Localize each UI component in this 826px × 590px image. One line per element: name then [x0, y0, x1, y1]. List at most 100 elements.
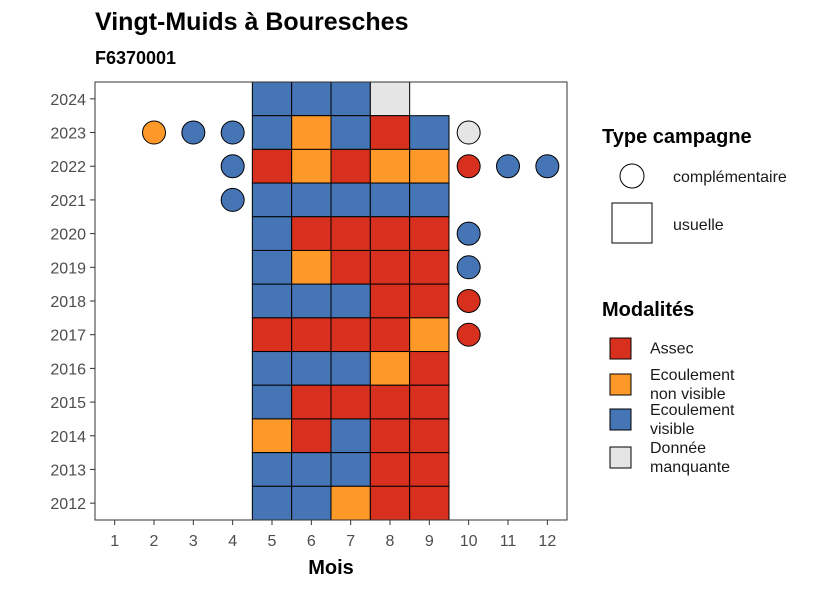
- tile-2019-6: [291, 249, 332, 285]
- tile-2022-8: [369, 148, 411, 184]
- point-2023-4: [220, 120, 245, 145]
- x-tick-label: 10: [460, 533, 478, 550]
- x-tick-label: 8: [386, 533, 395, 550]
- tile-2012-7: [330, 485, 371, 521]
- tile-2023-8: [369, 115, 411, 150]
- tile-2013-8: [369, 452, 411, 487]
- tile-2012-9: [409, 485, 450, 521]
- legend-label-modalite: Ecoulement: [650, 402, 735, 419]
- tile-2012-5: [251, 485, 293, 521]
- y-tick-label: 2019: [50, 260, 86, 277]
- tile-2014-8: [369, 418, 411, 454]
- y-tick-label: 2020: [50, 227, 86, 244]
- tile-2015-7: [330, 384, 371, 420]
- point-2022-10: [456, 154, 481, 179]
- tile-2013-5: [251, 452, 293, 487]
- tile-2015-5: [251, 384, 293, 420]
- point-2023-3: [181, 120, 206, 145]
- x-tick-label: 12: [538, 533, 556, 550]
- point-2020-10: [456, 221, 481, 246]
- x-tick-label: 1: [110, 533, 119, 550]
- tile-2023-7: [330, 115, 371, 150]
- tile-2020-6: [291, 216, 332, 251]
- tile-2015-9: [409, 384, 450, 420]
- tile-2017-8: [369, 317, 411, 353]
- tile-2013-9: [409, 452, 450, 487]
- y-tick-label: 2015: [50, 395, 86, 412]
- y-tick-label: 2017: [50, 328, 86, 345]
- legend-key-N: [609, 373, 632, 396]
- tile-2021-6: [291, 182, 332, 218]
- tile-2016-5: [251, 351, 293, 386]
- legend-label-modalite: Ecoulement: [650, 367, 735, 384]
- tile-2017-5: [251, 317, 293, 353]
- tile-2016-9: [409, 351, 450, 386]
- tile-2018-6: [291, 283, 332, 319]
- legend: Type campagne complémentaire usuelle Modali…: [602, 126, 787, 476]
- x-tick-label: 6: [307, 533, 316, 550]
- tile-2013-7: [330, 452, 371, 487]
- tile-2020-7: [330, 216, 371, 251]
- tile-2024-6: [291, 81, 332, 117]
- legend-modalites-title: Modalités: [602, 299, 694, 321]
- legend-label-modalite: Donnée: [650, 440, 706, 457]
- chart-title: Vingt-Muids à Bouresches: [95, 8, 409, 36]
- legend-label-complementaire: complémentaire: [673, 169, 787, 186]
- tile-2019-7: [330, 249, 371, 285]
- tile-2018-7: [330, 283, 371, 319]
- tile-2012-6: [291, 485, 332, 521]
- x-tick-label: 11: [500, 533, 517, 550]
- tile-2021-8: [369, 182, 411, 218]
- tile-2021-5: [251, 182, 293, 218]
- tile-2021-7: [330, 182, 371, 218]
- tile-2018-5: [251, 283, 293, 319]
- point-2022-12: [535, 154, 560, 179]
- tile-2018-9: [409, 283, 450, 319]
- y-tick-label: 2014: [50, 429, 86, 446]
- tile-2017-7: [330, 317, 371, 353]
- y-tick-label: 2012: [50, 496, 86, 513]
- x-tick-label: 2: [150, 533, 159, 550]
- y-tick-label: 2018: [50, 294, 86, 311]
- tile-2014-7: [330, 418, 371, 454]
- tile-2020-8: [369, 216, 411, 251]
- x-tick-label: 9: [425, 533, 434, 550]
- legend-label-modalite: Assec: [650, 341, 694, 358]
- tile-2022-9: [409, 148, 450, 184]
- legend-key-M: [609, 446, 632, 469]
- tile-2014-6: [291, 418, 332, 454]
- x-tick-label: 4: [228, 533, 237, 550]
- legend-label-modalite: non visible: [650, 386, 726, 403]
- point-2017-10: [456, 322, 481, 347]
- tile-2012-8: [369, 485, 411, 521]
- legend-type-title: Type campagne: [602, 126, 752, 148]
- tile-2022-5: [251, 148, 293, 184]
- tile-2015-8: [369, 384, 411, 420]
- plot-area: 1 2 3 4 5 6 7 8 9 10 11 122012201320142015201620172…: [50, 81, 568, 579]
- tile-2020-9: [409, 216, 450, 251]
- legend-label-modalite: visible: [650, 421, 695, 438]
- x-tick-label: 5: [268, 533, 277, 550]
- tile-2023-5: [251, 115, 293, 150]
- point-2019-10: [456, 255, 481, 280]
- tile-2023-9: [409, 115, 450, 150]
- legend-key-A: [609, 337, 632, 360]
- tile-2022-6: [291, 148, 332, 184]
- tile-2014-5: [251, 418, 293, 454]
- legend-label-modalite: manquante: [650, 459, 730, 476]
- tile-2016-7: [330, 351, 371, 386]
- tile-2015-6: [291, 384, 332, 420]
- tile-2019-9: [409, 249, 450, 285]
- tile-2019-5: [251, 249, 293, 285]
- tile-2024-7: [330, 81, 371, 117]
- tile-2024-5: [251, 81, 293, 117]
- point-2022-11: [496, 154, 520, 179]
- y-tick-label: 2022: [50, 159, 86, 176]
- tile-2022-7: [330, 148, 371, 184]
- legend-square-key: [611, 202, 653, 244]
- tile-2016-8: [369, 351, 411, 386]
- tile-2014-9: [409, 418, 450, 454]
- tile-2017-6: [291, 317, 332, 353]
- legend-label-usuelle: usuelle: [673, 217, 724, 234]
